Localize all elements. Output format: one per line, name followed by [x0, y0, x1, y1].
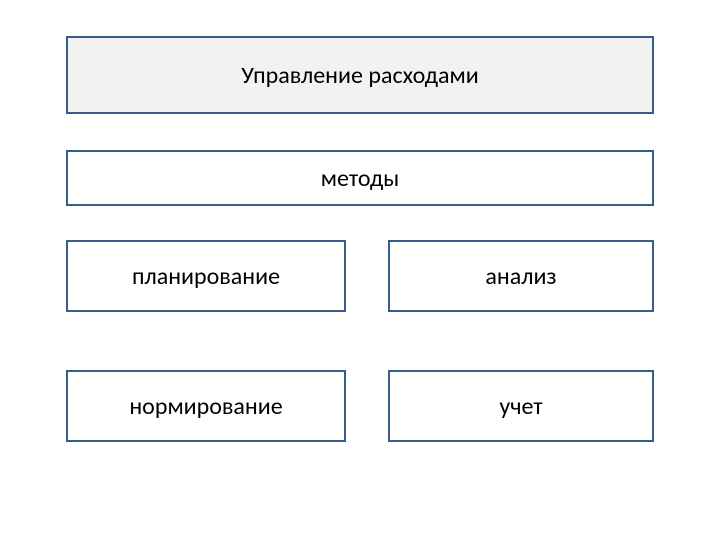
accounting-box: учет [388, 370, 654, 442]
title-label: Управление расходами [241, 61, 478, 90]
analysis-label: анализ [485, 262, 556, 291]
rationing-box: нормирование [66, 370, 346, 442]
title-box: Управление расходами [66, 36, 654, 114]
accounting-label: учет [499, 392, 542, 421]
planning-label: планирование [132, 262, 280, 291]
rationing-label: нормирование [129, 392, 282, 421]
methods-box: методы [66, 150, 654, 206]
analysis-box: анализ [388, 240, 654, 312]
planning-box: планирование [66, 240, 346, 312]
methods-label: методы [321, 164, 399, 193]
